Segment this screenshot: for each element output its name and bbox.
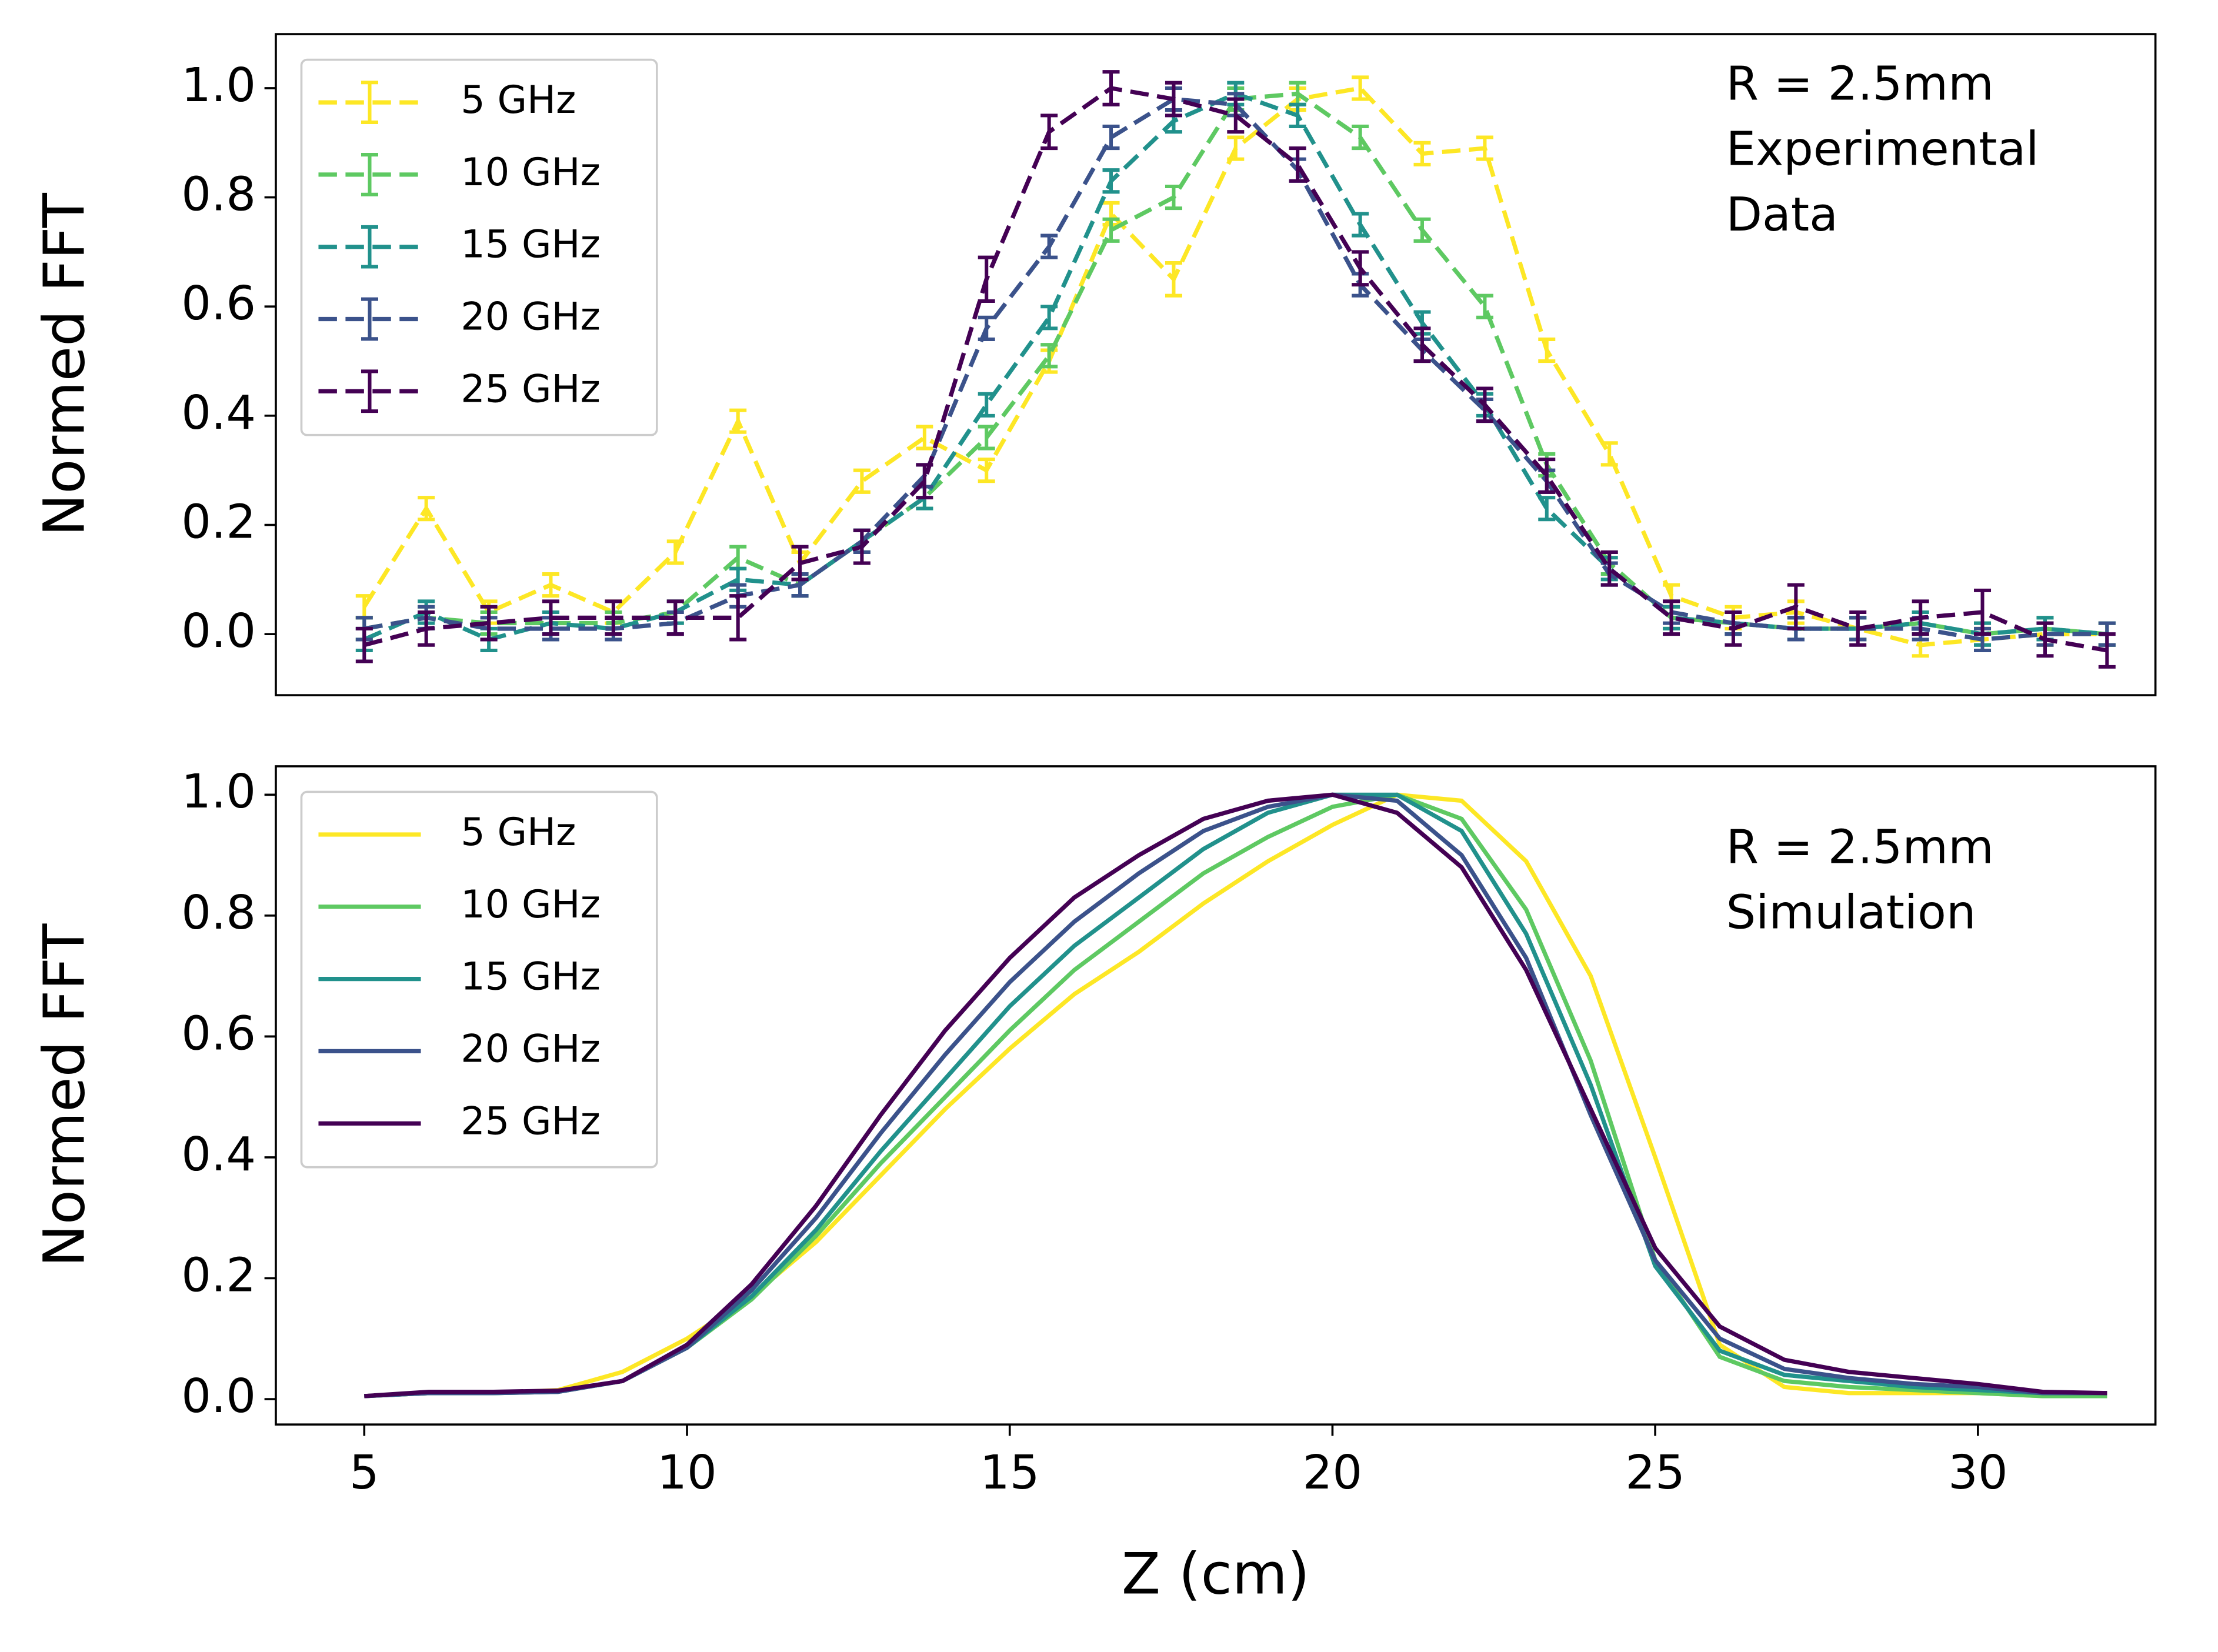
x-tick-label: 25 bbox=[1625, 1445, 1685, 1500]
error-bar bbox=[791, 545, 809, 582]
annotation: Data bbox=[1726, 187, 1838, 242]
series-line bbox=[363, 86, 2108, 653]
series-line bbox=[362, 86, 2107, 648]
legend-label: 20 GHz bbox=[461, 295, 601, 339]
y-tick-label: 1.0 bbox=[181, 58, 256, 112]
legend-label: 15 GHz bbox=[461, 955, 601, 999]
legend-label: 20 GHz bbox=[461, 1026, 601, 1071]
y-tick-label: 0.0 bbox=[181, 603, 256, 658]
y-tick-label: 0.8 bbox=[181, 885, 256, 940]
error-bar bbox=[1600, 550, 1618, 587]
legend-label: 10 GHz bbox=[461, 882, 601, 927]
legend-label: 15 GHz bbox=[461, 222, 601, 267]
error-bar bbox=[1663, 599, 1680, 636]
annotation: R = 2.5mm bbox=[1726, 56, 1994, 111]
error-bar bbox=[1227, 97, 1245, 134]
y-axis-label: Normed FFT bbox=[31, 192, 97, 536]
annotation: R = 2.5mm bbox=[1726, 820, 1994, 875]
error-bar bbox=[480, 605, 498, 642]
legend-box bbox=[300, 58, 658, 436]
x-tick-label: 15 bbox=[980, 1445, 1040, 1500]
annotation: Experimental bbox=[1726, 122, 2039, 176]
plot-frame bbox=[275, 765, 2157, 1426]
x-tick-label: 30 bbox=[1948, 1445, 2008, 1500]
legend-label: 5 GHz bbox=[461, 810, 576, 855]
y-tick-label: 0.8 bbox=[181, 167, 256, 222]
legend-label: 25 GHz bbox=[461, 366, 601, 411]
x-tick-label: 5 bbox=[349, 1445, 379, 1500]
y-tick-label: 1.0 bbox=[181, 764, 256, 819]
x-tick-label: 10 bbox=[657, 1445, 717, 1500]
error-bar bbox=[1289, 146, 1306, 183]
error-bar bbox=[1538, 458, 1556, 494]
error-bar bbox=[916, 425, 933, 450]
x-tick-label: 20 bbox=[1303, 1445, 1363, 1500]
y-axis-label: Normed FFT bbox=[31, 923, 97, 1267]
legend-box bbox=[300, 790, 658, 1169]
y-tick-label: 0.6 bbox=[181, 1006, 256, 1060]
legend-label: 25 GHz bbox=[461, 1099, 601, 1143]
series-line bbox=[364, 792, 2107, 1399]
y-tick-label: 0.4 bbox=[181, 1127, 256, 1182]
annotation: Simulation bbox=[1726, 885, 1976, 940]
x-axis-label: Z (cm) bbox=[1122, 1541, 1310, 1607]
legend-label: 5 GHz bbox=[461, 78, 576, 122]
y-tick-label: 0.0 bbox=[181, 1369, 256, 1423]
error-bar bbox=[1974, 588, 1992, 636]
error-bar bbox=[1352, 75, 1369, 101]
y-tick-label: 0.2 bbox=[181, 1247, 256, 1302]
legend-label: 10 GHz bbox=[461, 150, 601, 195]
y-tick-label: 0.4 bbox=[181, 385, 256, 440]
plot-frame bbox=[275, 33, 2157, 696]
error-bar bbox=[729, 594, 747, 642]
y-tick-label: 0.2 bbox=[181, 494, 256, 549]
series-line bbox=[364, 792, 2107, 1399]
y-tick-label: 0.6 bbox=[181, 276, 256, 331]
